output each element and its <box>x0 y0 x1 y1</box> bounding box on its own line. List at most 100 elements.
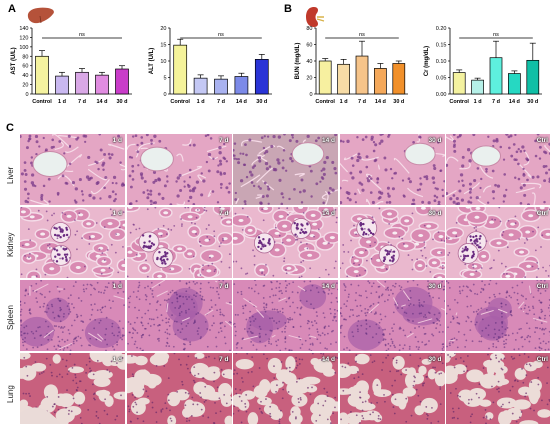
bar <box>234 76 249 95</box>
x-tick-label: 7 d <box>358 99 366 105</box>
x-tick-label: 1 d <box>197 99 205 105</box>
bar <box>452 72 466 95</box>
tile-time-label: 1 d <box>112 137 122 144</box>
y-tick-label: 20 <box>22 83 28 89</box>
y-tick-label: 60 <box>306 43 312 49</box>
bar <box>95 74 109 95</box>
y-tick-label: 60 <box>22 64 28 70</box>
x-tick-label: Control <box>449 99 469 105</box>
x-tick-label: 30 d <box>116 99 127 105</box>
tile-time-label: 30 d <box>428 137 442 144</box>
bar <box>318 60 332 95</box>
liver-icon <box>27 7 54 24</box>
tile-time-label: 1 d <box>112 356 122 363</box>
y-tick-label: 140 <box>19 26 28 32</box>
y-tick-label: 80 <box>22 54 28 60</box>
bar <box>508 73 521 95</box>
histology-tile: Ctrl <box>446 134 550 205</box>
bar <box>193 77 208 95</box>
x-tick-label: 1 d <box>58 99 66 105</box>
y-axis-label: ALT (U/L) <box>149 48 155 75</box>
cr-chart: 0.00 0.05 0.10 0.15 0.20 Cr (mg/dL) Control 1 d… <box>414 22 550 124</box>
y-tick-label: 40 <box>22 73 28 79</box>
x-tick-label: 14 d <box>236 99 247 105</box>
bar <box>355 55 369 95</box>
histology-tile: 7 d <box>126 207 232 278</box>
row-label-spleen: Spleen <box>6 304 15 330</box>
bar <box>489 57 503 95</box>
bar <box>173 44 188 95</box>
tile-time-label: 7 d <box>219 283 229 290</box>
x-tick-label: Control <box>32 99 52 105</box>
histology-tile: 1 d <box>20 353 125 424</box>
tile-time-label: 30 d <box>428 356 442 363</box>
tile-time-label: Ctrl <box>536 283 548 290</box>
histology-tile: Ctrl <box>446 353 550 424</box>
x-tick-label: 7 d <box>217 99 225 105</box>
y-tick-label: 80 <box>306 26 312 32</box>
histology-tile: Ctrl <box>446 207 550 278</box>
histology-tile: 30 d <box>339 280 445 351</box>
tile-time-label: 14 d <box>321 283 335 290</box>
bar <box>254 58 269 95</box>
bar <box>471 79 484 95</box>
bar <box>526 59 540 95</box>
y-tick-label: 120 <box>19 35 28 41</box>
bar <box>115 68 129 95</box>
x-tick-label: 14 d <box>375 99 386 105</box>
tile-time-label: 30 d <box>428 283 442 290</box>
x-tick-label: Control <box>315 99 335 105</box>
histology-tile: 14 d <box>233 134 338 205</box>
tile-time-label: 14 d <box>321 356 335 363</box>
tile-time-label: 1 d <box>112 283 122 290</box>
x-tick-label: 14 d <box>509 99 520 105</box>
y-tick-label: 20 <box>306 76 312 82</box>
histology-tile: 1 d <box>20 280 125 351</box>
alt-chart: 0 5 10 15 20 ALT (U/L) Control 1 d 7 d 14 d 30 d ns <box>140 22 280 124</box>
histology-tile: 14 d <box>233 280 338 351</box>
y-tick-label: 0 <box>163 92 166 98</box>
tile-time-label: 7 d <box>219 137 229 144</box>
y-tick-label: 0.00 <box>436 92 447 98</box>
y-tick-label: 0.15 <box>436 43 447 49</box>
row-label-kidney: Kidney <box>6 232 15 257</box>
x-tick-label: 30 d <box>256 99 267 105</box>
significance-label: ns <box>79 32 85 38</box>
histology-tile: 1 d <box>20 207 125 278</box>
panel-letter-a: A <box>8 3 16 15</box>
bar <box>337 63 350 95</box>
ast-chart: 0 20 40 60 80 100 120 140 AST (U/L) Control 1 d 7 d… <box>0 22 140 124</box>
histology-tile: 7 d <box>126 134 232 205</box>
y-tick-label: 20 <box>160 26 166 32</box>
y-tick-label: 0 <box>25 92 28 98</box>
x-tick-label: 1 d <box>340 99 348 105</box>
x-tick-label: 7 d <box>78 99 86 105</box>
x-tick-label: 30 d <box>393 99 404 105</box>
tile-time-label: Ctrl <box>536 137 548 144</box>
row-label-liver: Liver <box>6 166 15 184</box>
bar <box>35 55 49 95</box>
tile-time-label: 14 d <box>321 210 335 217</box>
significance-label: ns <box>493 32 499 38</box>
histology-tile: 30 d <box>339 353 445 424</box>
histology-tile: 14 d <box>233 353 338 424</box>
x-tick-label: 7 d <box>492 99 500 105</box>
tile-time-label: 14 d <box>321 137 335 144</box>
histology-tile: 30 d <box>339 207 445 278</box>
bar <box>392 63 406 95</box>
y-axis-label: AST (U/L) <box>11 47 17 74</box>
bar <box>75 71 89 95</box>
y-tick-label: 100 <box>19 45 28 51</box>
tile-time-label: 7 d <box>219 356 229 363</box>
bar <box>374 68 387 95</box>
y-tick-label: 0.05 <box>436 76 447 82</box>
tile-time-label: 1 d <box>112 210 122 217</box>
histology-tile: Ctrl <box>446 280 550 351</box>
panel-letter-b: B <box>284 3 292 15</box>
x-tick-label: 1 d <box>474 99 482 105</box>
y-tick-label: 10 <box>160 59 166 65</box>
significance-label: ns <box>218 32 224 38</box>
y-axis-label: BUN (mg/dL) <box>295 43 301 80</box>
tile-time-label: 7 d <box>219 210 229 217</box>
row-label-lung: Lung <box>6 384 15 403</box>
